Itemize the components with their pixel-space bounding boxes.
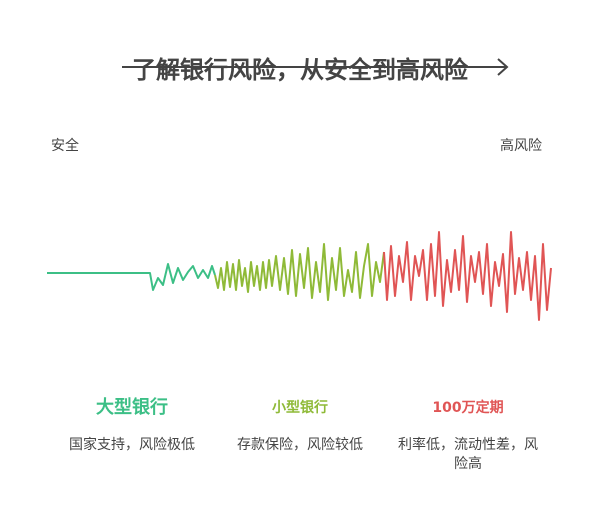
right-label: 高风险 [500, 138, 542, 154]
segment-title: 大型银行 [96, 397, 168, 418]
segment: 100万定期 利率低，流动性差，风险高 [397, 396, 539, 474]
risk-wave-safe [47, 263, 216, 291]
segment: 小型银行 存款保险，风险较低 [225, 396, 375, 455]
segment-description: 国家支持，风险极低 [69, 437, 195, 453]
segment-title: 100万定期 [432, 400, 504, 416]
segment: 大型银行 国家支持，风险极低 [57, 396, 207, 455]
segment-description: 存款保险，风险较低 [237, 437, 363, 453]
title-arrow-head [497, 58, 509, 76]
segment-description: 利率低，流动性差，风险高 [398, 437, 538, 472]
risk-wave-high [383, 231, 552, 321]
left-label: 安全 [51, 138, 79, 154]
title: 了解银行风险，从安全到高风险 [132, 56, 468, 84]
risk-wave-medium [214, 243, 385, 301]
segment-title: 小型银行 [272, 400, 328, 416]
